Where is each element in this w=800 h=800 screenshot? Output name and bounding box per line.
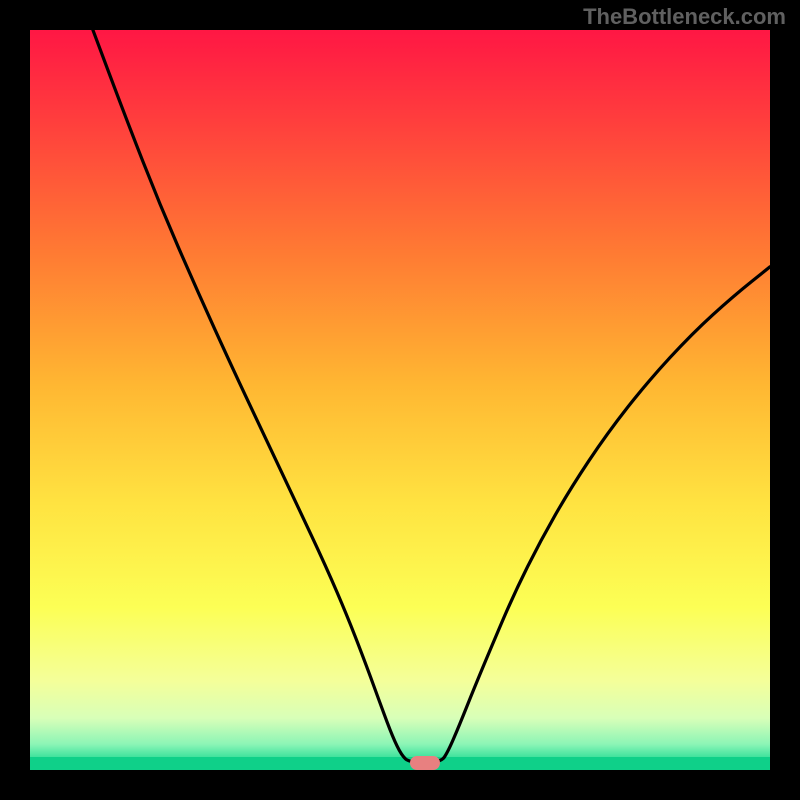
watermark-text: TheBottleneck.com: [583, 4, 786, 30]
chart-container: TheBottleneck.com: [0, 0, 800, 800]
optimal-point-marker: [410, 756, 440, 770]
bottleneck-curve: [30, 30, 770, 770]
curve-path: [93, 30, 770, 763]
plot-area: [30, 30, 770, 770]
